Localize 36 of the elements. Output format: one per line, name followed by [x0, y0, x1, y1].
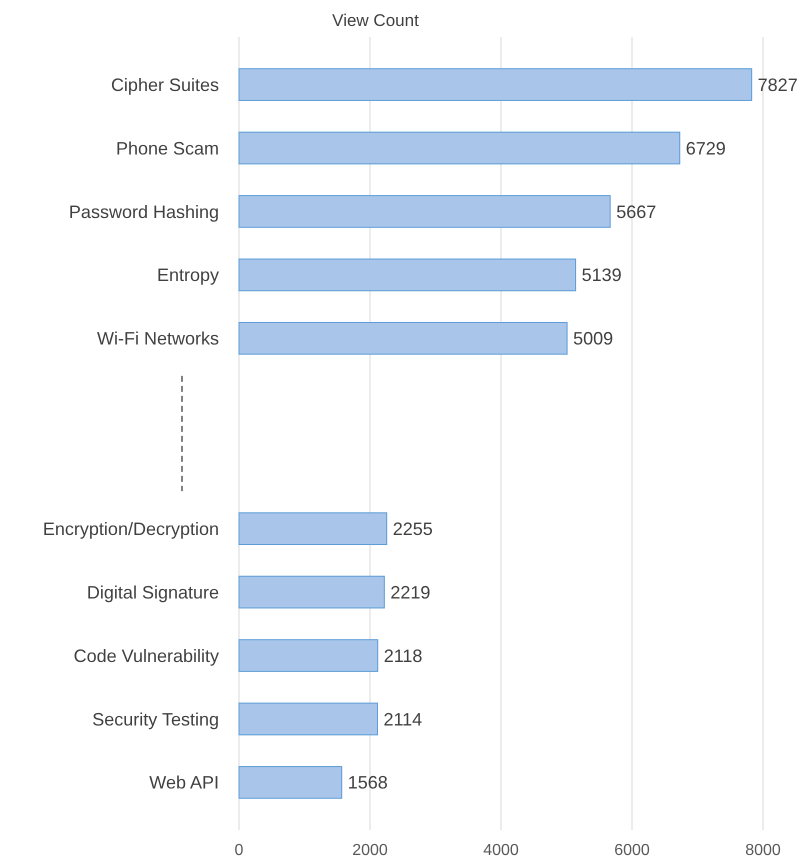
data-label: 5667 [616, 202, 656, 222]
x-tick-label: 0 [234, 842, 244, 859]
bar [238, 766, 342, 799]
data-label: 2118 [384, 646, 422, 666]
chart-title: View Count [332, 11, 420, 30]
data-label: 5139 [582, 265, 622, 286]
data-label: 2255 [392, 518, 433, 539]
bar [238, 195, 611, 228]
data-label: 6729 [686, 138, 726, 158]
data-label: 5009 [573, 328, 614, 349]
y-tick-label: Digital Signature [86, 582, 219, 602]
bar [238, 639, 378, 672]
data-label: 2219 [390, 582, 430, 602]
y-tick-label: Cipher Suites [110, 74, 219, 95]
y-tick-label: Encryption/Decryption [42, 518, 219, 539]
y-tick-label: Password Hashing [68, 202, 219, 222]
y-tick-label: Code Vulnerability [74, 646, 219, 666]
y-tick-label: Web API [149, 772, 219, 793]
y-tick-label: Phone Scam [116, 138, 219, 158]
bar [238, 576, 385, 608]
bar [238, 512, 388, 546]
x-tick-label: 4000 [483, 842, 519, 859]
x-tick-label: 6000 [614, 842, 650, 859]
bar [238, 68, 752, 101]
bar [238, 322, 568, 355]
bar [238, 258, 576, 292]
x-tick-label: 8000 [745, 842, 781, 859]
data-label: 7827 [758, 74, 798, 95]
bar [238, 702, 378, 736]
x-tick-label: 2000 [352, 842, 388, 859]
data-label: 2114 [383, 709, 422, 730]
bar [238, 132, 680, 164]
data-label: 1568 [348, 772, 388, 793]
y-tick-label: Security Testing [92, 709, 219, 730]
y-tick-label: Entropy [156, 265, 219, 286]
y-tick-label: Wi-Fi Networks [97, 328, 219, 349]
